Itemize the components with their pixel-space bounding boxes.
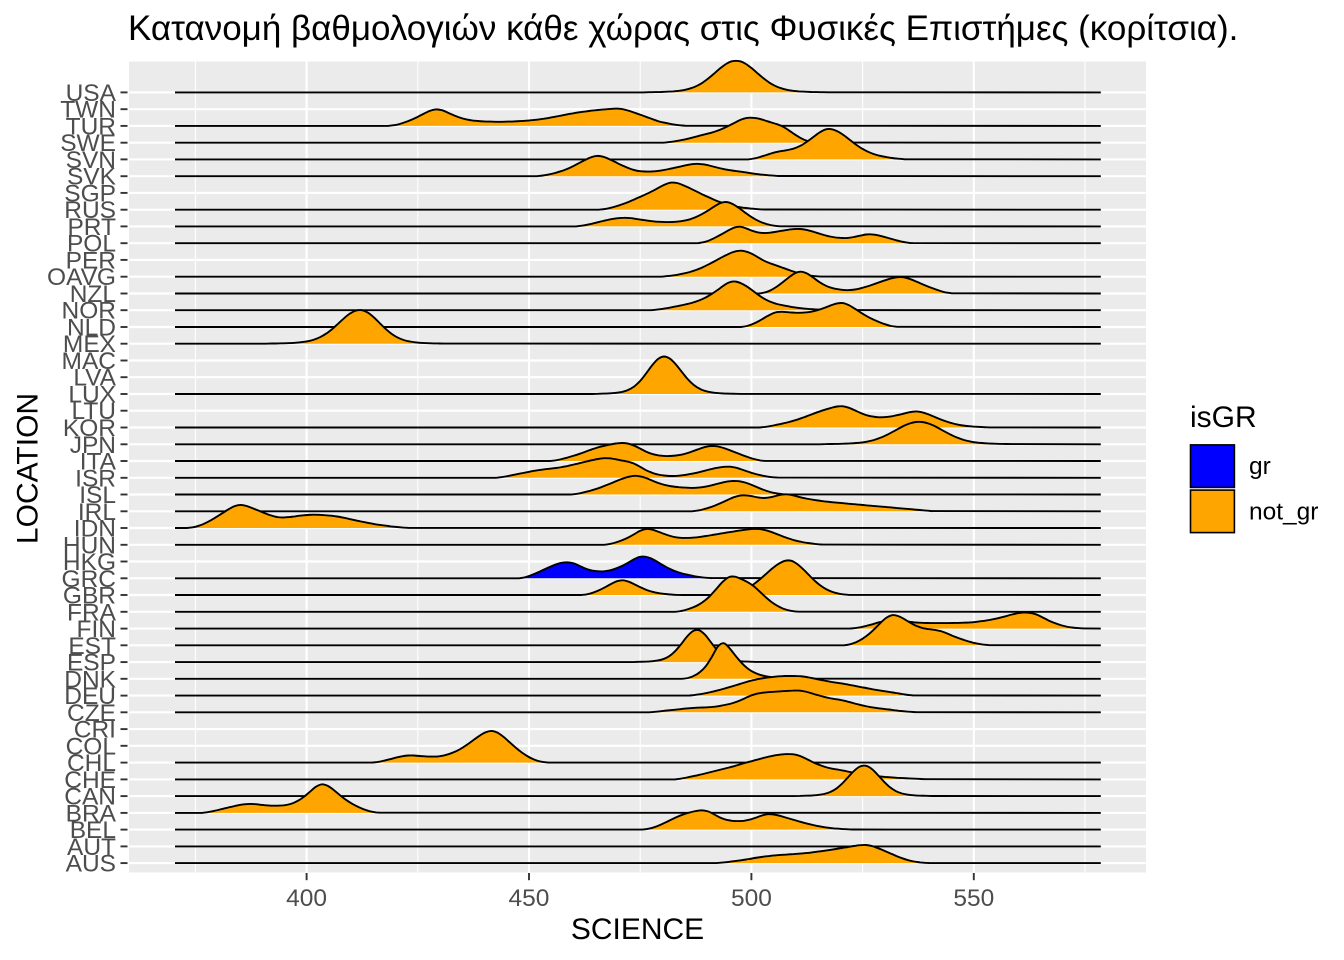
svg-text:CAN: CAN bbox=[64, 784, 116, 811]
svg-text:TWN: TWN bbox=[60, 97, 116, 124]
svg-text:POL: POL bbox=[67, 231, 116, 258]
svg-text:COL: COL bbox=[66, 733, 116, 760]
svg-text:NOR: NOR bbox=[62, 298, 116, 325]
svg-text:HKG: HKG bbox=[63, 549, 116, 576]
svg-text:SVK: SVK bbox=[67, 164, 117, 191]
svg-text:MAC: MAC bbox=[62, 348, 116, 375]
svg-text:CHE: CHE bbox=[64, 767, 116, 794]
svg-text:not_gr: not_gr bbox=[1249, 499, 1318, 526]
svg-text:CHL: CHL bbox=[67, 750, 116, 777]
svg-text:ISL: ISL bbox=[79, 482, 116, 509]
svg-text:gr: gr bbox=[1249, 453, 1271, 480]
svg-text:OAVG: OAVG bbox=[47, 264, 116, 291]
svg-text:GBR: GBR bbox=[63, 583, 116, 610]
svg-text:CZE: CZE bbox=[67, 700, 116, 727]
svg-text:ESP: ESP bbox=[67, 650, 116, 677]
svg-text:400: 400 bbox=[286, 885, 327, 912]
svg-text:NLD: NLD bbox=[67, 315, 116, 342]
svg-text:FIN: FIN bbox=[77, 616, 116, 643]
svg-text:Κατανομή βαθμολογιών κάθε χώρα: Κατανομή βαθμολογιών κάθε χώρας στις Φυσ… bbox=[128, 9, 1238, 48]
svg-text:BRA: BRA bbox=[66, 800, 117, 827]
svg-text:BEL: BEL bbox=[70, 817, 116, 844]
svg-text:LUX: LUX bbox=[68, 382, 116, 409]
svg-text:ITA: ITA bbox=[80, 449, 117, 476]
svg-text:EST: EST bbox=[68, 633, 116, 660]
svg-text:LOCATION: LOCATION bbox=[12, 393, 45, 544]
svg-text:NZL: NZL bbox=[70, 281, 116, 308]
svg-text:IRL: IRL bbox=[78, 499, 116, 526]
svg-text:PER: PER bbox=[66, 247, 116, 274]
svg-text:GRC: GRC bbox=[62, 566, 116, 593]
svg-text:PRT: PRT bbox=[67, 214, 116, 241]
svg-text:LVA: LVA bbox=[73, 365, 116, 392]
svg-text:SWE: SWE bbox=[60, 130, 116, 157]
svg-text:RUS: RUS bbox=[64, 197, 116, 224]
svg-text:USA: USA bbox=[66, 80, 117, 107]
svg-text:CRI: CRI bbox=[74, 717, 116, 744]
svg-text:ISR: ISR bbox=[75, 465, 116, 492]
svg-text:DEU: DEU bbox=[64, 683, 116, 710]
svg-text:SVN: SVN bbox=[66, 147, 116, 174]
svg-text:MEX: MEX bbox=[63, 331, 116, 358]
svg-text:LTU: LTU bbox=[72, 398, 116, 425]
svg-text:SCIENCE: SCIENCE bbox=[571, 913, 704, 946]
svg-text:TUR: TUR bbox=[66, 113, 116, 140]
svg-text:isGR: isGR bbox=[1190, 401, 1257, 434]
svg-text:550: 550 bbox=[953, 885, 994, 912]
svg-text:JPN: JPN bbox=[70, 432, 116, 459]
svg-text:SGP: SGP bbox=[64, 180, 116, 207]
svg-text:IDN: IDN bbox=[74, 516, 116, 543]
svg-text:KOR: KOR bbox=[63, 415, 116, 442]
svg-text:FRA: FRA bbox=[67, 599, 117, 626]
svg-text:HUN: HUN bbox=[63, 532, 116, 559]
svg-text:AUS: AUS bbox=[66, 851, 116, 878]
svg-text:500: 500 bbox=[731, 885, 772, 912]
svg-text:DNK: DNK bbox=[64, 666, 116, 693]
svg-text:AUT: AUT bbox=[67, 834, 116, 861]
svg-text:450: 450 bbox=[509, 885, 550, 912]
